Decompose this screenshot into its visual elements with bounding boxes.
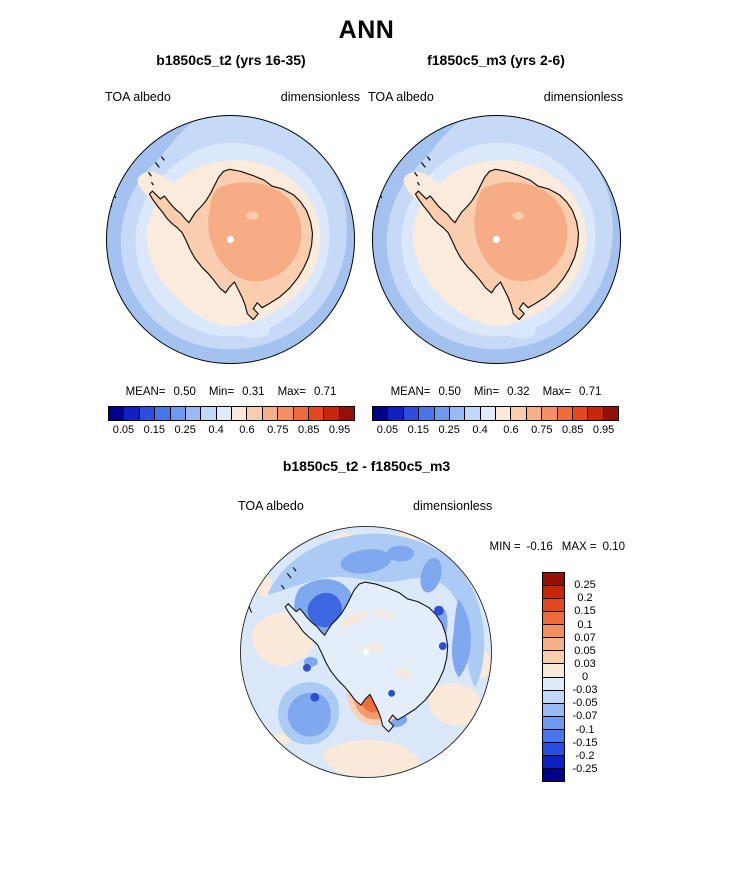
mean-label: MEAN=: [125, 386, 166, 398]
left-variable-label: TOA albedo: [105, 90, 171, 104]
map-right-toa-albedo: [370, 113, 623, 366]
min-label: Min=: [473, 386, 500, 398]
map-left-toa-albedo: [104, 113, 357, 366]
diff-units-label: dimensionless: [413, 499, 493, 513]
figure-title: ANN: [338, 16, 395, 44]
min-value: 0.32: [507, 386, 530, 398]
mean-value: 0.50: [438, 386, 461, 398]
diff-land-faint-streaks: [339, 609, 412, 679]
pole-dot: [363, 649, 369, 655]
right-units-label: dimensionless: [543, 90, 623, 104]
left-colorbar: [108, 406, 355, 421]
diff-variable-label: TOA albedo: [238, 499, 304, 513]
min-value: -0.16: [526, 541, 553, 553]
max-label: Max=: [277, 386, 307, 398]
min-value: 0.31: [242, 386, 265, 398]
diff-positive-pale-patches: [251, 529, 492, 778]
max-value: 0.71: [314, 386, 337, 398]
max-label: Max=: [542, 386, 572, 398]
right-panel-title: f1850c5_m3 (yrs 2-6): [427, 52, 565, 68]
min-label: Min=: [208, 386, 235, 398]
diff-coastal-dark-spots: [302, 605, 447, 702]
left-units-label: dimensionless: [280, 90, 360, 104]
islands: [280, 566, 297, 590]
mean-label: MEAN=: [390, 386, 431, 398]
right-colorbar: [372, 406, 619, 421]
diff-stats-line: MIN = -0.16 MAX = 0.10: [425, 541, 625, 553]
left-stats-line: MEAN= 0.50 Min= 0.31 Max= 0.71: [81, 386, 381, 398]
max-value: 0.10: [602, 541, 625, 553]
map-boundary: [240, 526, 492, 778]
right-colorbar-ticks: 0.05 0.15 0.25 0.4 0.6 0.75 0.85 0.95: [376, 424, 615, 436]
diff-negative-strong-core: [307, 592, 342, 628]
min-label: MIN =: [489, 541, 521, 553]
max-value: 0.71: [579, 386, 602, 398]
right-stats-line: MEAN= 0.50 Min= 0.32 Max= 0.71: [346, 386, 646, 398]
diff-colorbar: [542, 572, 565, 782]
diff-colorbar-ticks: 0.25 0.2 0.15 0.1 0.07 0.05 0.03 0 -0.03 -0.05 -0.…: [572, 579, 598, 775]
max-label: MAX =: [561, 541, 597, 553]
diff-panel-title: b1850c5_t2 - f1850c5_m3: [282, 458, 451, 474]
mean-value: 0.50: [173, 386, 196, 398]
left-colorbar-ticks: 0.05 0.15 0.25 0.4 0.6 0.75 0.85 0.95: [112, 424, 351, 436]
map-diff-toa-albedo: [240, 526, 492, 778]
left-panel-title: b1850c5_t2 (yrs 16-35): [156, 52, 306, 68]
right-variable-label: TOA albedo: [368, 90, 434, 104]
